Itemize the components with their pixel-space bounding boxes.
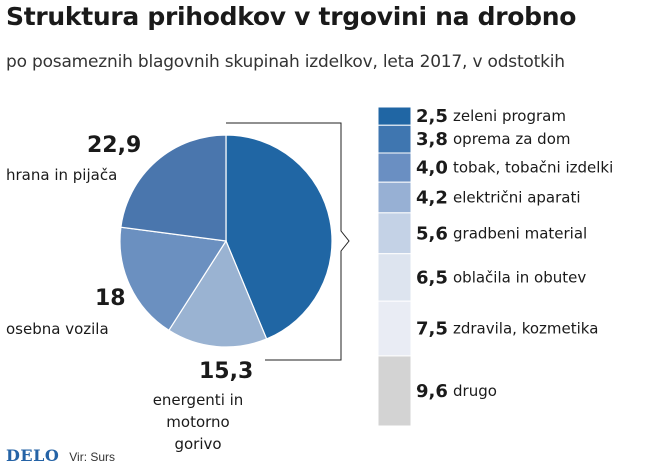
breakdown-block-2 bbox=[377, 152, 412, 183]
breakdown-block-0 bbox=[377, 106, 412, 126]
breakdown-block-7 bbox=[377, 355, 412, 427]
breakdown-value-1: 3,8 bbox=[416, 129, 448, 150]
breakdown-value-7: 9,6 bbox=[416, 381, 448, 402]
breakdown-label-2: tobak, tobačni izdelki bbox=[453, 159, 613, 177]
slice-label-hrana: hrana in pijača bbox=[6, 166, 118, 184]
breakdown-value-0: 2,5 bbox=[416, 106, 448, 127]
footer: DELO Vir: Surs bbox=[6, 446, 115, 465]
slice-value-vozila: 18 bbox=[95, 286, 126, 311]
breakdown-label-1: oprema za dom bbox=[453, 130, 570, 148]
delo-logo: DELO bbox=[6, 446, 60, 465]
breakdown-block-5 bbox=[377, 253, 412, 302]
chart-subtitle: po posameznih blagovnih skupinah izdelko… bbox=[6, 52, 565, 72]
slice-value-energenti: 15,3 bbox=[199, 359, 254, 384]
breakdown-label-0: zeleni program bbox=[453, 107, 566, 125]
breakdown-label-6: zdravila, kozmetika bbox=[453, 320, 598, 338]
slice-label-energenti: energenti in motorno gorivo bbox=[152, 391, 244, 453]
breakdown-label-3: električni aparati bbox=[453, 189, 581, 207]
breakdown-value-6: 7,5 bbox=[416, 319, 448, 340]
breakdown-bracket bbox=[226, 122, 350, 361]
breakdown-block-1 bbox=[377, 124, 412, 154]
pie-slice-2 bbox=[119, 226, 228, 332]
pie-slice-3 bbox=[120, 134, 227, 242]
breakdown-block-6 bbox=[377, 300, 412, 357]
pie-slice-0 bbox=[225, 134, 333, 340]
breakdown-value-3: 4,2 bbox=[416, 188, 448, 209]
chart-title: Struktura prihodkov v trgovini na drobno bbox=[6, 2, 577, 31]
pie-slice-1 bbox=[168, 239, 268, 348]
breakdown-label-4: gradbeni material bbox=[453, 224, 587, 242]
breakdown-block-4 bbox=[377, 212, 412, 255]
breakdown-label-7: drugo bbox=[453, 382, 497, 400]
breakdown-value-2: 4,0 bbox=[416, 158, 448, 179]
breakdown-block-3 bbox=[377, 181, 412, 214]
breakdown-value-5: 6,5 bbox=[416, 267, 448, 288]
source-note: Vir: Surs bbox=[69, 450, 116, 464]
slice-label-vozila: osebna vozila bbox=[6, 320, 109, 338]
breakdown-value-4: 5,6 bbox=[416, 223, 448, 244]
slice-value-hrana: 22,9 bbox=[87, 133, 142, 158]
breakdown-label-5: oblačila in obutev bbox=[453, 268, 586, 286]
